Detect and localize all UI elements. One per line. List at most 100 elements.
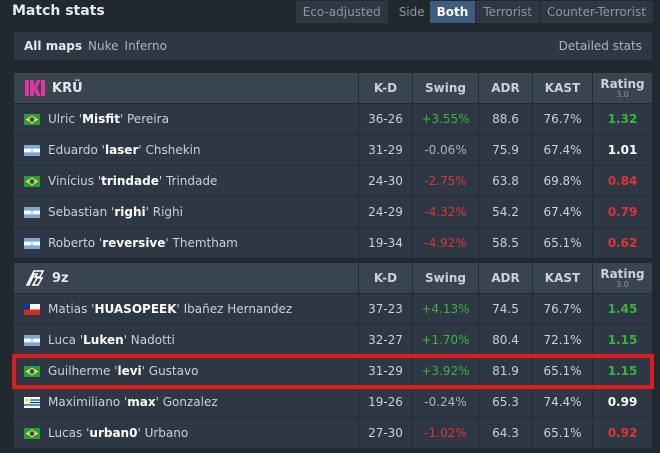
rating-title: Rating: [600, 266, 645, 281]
rating-version: 3.0: [616, 89, 629, 99]
header-row: KRÜ K-D Swing ADR KAST Rating 3.0: [14, 73, 652, 104]
swing: +3.55%: [412, 104, 478, 134]
player-nick: reversive: [102, 236, 166, 250]
flag: [24, 365, 40, 377]
player-name[interactable]: Sebastian 'righi' Righi: [48, 205, 183, 219]
player-name[interactable]: Vinícius 'trindade' Trindade: [48, 174, 217, 188]
side-button[interactable]: Terrorist: [476, 1, 540, 23]
player-name[interactable]: Luca 'Luken' Nadotti: [48, 333, 175, 347]
rating: 0.84: [592, 166, 652, 196]
player-nick: laser: [104, 143, 139, 157]
player-first-name: Matias ': [48, 302, 95, 316]
side-label: Side: [398, 5, 425, 19]
player-name[interactable]: Roberto 'reversive' Themtham: [48, 236, 238, 250]
rating: 0.92: [592, 418, 652, 448]
kast: 69.8%: [532, 166, 592, 196]
team-name[interactable]: KRÜ: [52, 80, 83, 96]
player-name[interactable]: Ulric 'Misfit' Pereira: [48, 112, 169, 126]
rating: 1.32: [592, 104, 652, 134]
kast: 76.7%: [532, 294, 592, 324]
player-first-name: Sebastian ': [48, 205, 115, 219]
player-row: Matias 'HUASOPEEK' Ibañez Hernandez 37-23…: [14, 294, 652, 325]
team-logo: [25, 80, 45, 96]
adr: 74.5: [478, 294, 532, 324]
player-cell: Maximiliano 'max' Gonzalez: [14, 387, 358, 417]
kd: 31-29: [358, 356, 412, 386]
team-table: KRÜ K-D Swing ADR KAST Rating 3.0 Ulric 'Misfit…: [14, 73, 652, 259]
kast: 74.4%: [532, 387, 592, 417]
map-filter[interactable]: Nuke: [88, 39, 119, 53]
header-row: 9z K-D Swing ADR KAST Rating 3.0: [14, 263, 652, 294]
column-header: ADR: [478, 263, 532, 293]
column-header: Swing: [412, 73, 478, 103]
column-header: Swing: [412, 263, 478, 293]
kast: 67.4%: [532, 135, 592, 165]
player-last-name: ' Trindade: [158, 174, 218, 188]
player-last-name: ' Urbano: [137, 426, 189, 440]
eco-adjusted-button[interactable]: Eco-adjusted: [295, 1, 389, 23]
flag: [24, 237, 40, 249]
detailed-stats-link[interactable]: Detailed stats: [558, 39, 642, 53]
player-name[interactable]: Maximiliano 'max' Gonzalez: [48, 395, 218, 409]
flag: [24, 144, 40, 156]
player-row: Eduardo 'laser' Chshekin 31-29 -0.06% 75.9 6…: [14, 135, 652, 166]
player-first-name: Luca ': [48, 333, 84, 347]
kast: 67.4%: [532, 197, 592, 227]
rating: 1.45: [592, 294, 652, 324]
player-nick: Luken: [83, 333, 124, 347]
kd: 36-26: [358, 104, 412, 134]
adr: 54.2: [478, 197, 532, 227]
player-name[interactable]: Guilherme 'levi' Gustavo: [48, 364, 198, 378]
side-button[interactable]: Counter-Terrorist: [539, 1, 654, 23]
swing: -1.02%: [412, 418, 478, 448]
kd: 19-26: [358, 387, 412, 417]
player-row: Roberto 'reversive' Themtham 19-34 -4.92% 5…: [14, 228, 652, 259]
player-cell: Sebastian 'righi' Righi: [14, 197, 358, 227]
kast: 72.1%: [532, 325, 592, 355]
swing: +4.13%: [412, 294, 478, 324]
swing: +3.92%: [412, 356, 478, 386]
player-nick: trindade: [101, 174, 159, 188]
swing: +1.70%: [412, 325, 478, 355]
rating-version: 3.0: [616, 279, 629, 289]
player-first-name: Lucas ': [48, 426, 90, 440]
flag: [24, 334, 40, 346]
map-filter[interactable]: Inferno: [124, 39, 167, 53]
player-last-name: ' Pereira: [119, 112, 169, 126]
player-name[interactable]: Eduardo 'laser' Chshekin: [48, 143, 201, 157]
player-cell: Lucas 'urban0' Urbano: [14, 418, 358, 448]
player-first-name: Roberto ': [48, 236, 103, 250]
player-last-name: ' Ibañez Hernandez: [176, 302, 293, 316]
swing: -0.24%: [412, 387, 478, 417]
player-last-name: ' Gustavo: [141, 364, 199, 378]
swing: -2.75%: [412, 166, 478, 196]
player-row: Maximiliano 'max' Gonzalez 19-26 -0.24% 65.…: [14, 387, 652, 418]
filters: Eco-adjusted Side Both Terrorist Counter-Ter…: [295, 0, 654, 24]
adr: 75.9: [478, 135, 532, 165]
player-last-name: ' Righi: [145, 205, 183, 219]
swing: -4.92%: [412, 228, 478, 258]
player-nick: max: [127, 395, 156, 409]
column-header: KAST: [532, 263, 592, 293]
kd: 32-27: [358, 325, 412, 355]
side-button[interactable]: Both: [429, 1, 477, 23]
column-header: K-D: [358, 263, 412, 293]
flag: [24, 206, 40, 218]
player-row: Luca 'Luken' Nadotti 32-27 +1.70% 80.4 72.1%…: [14, 325, 652, 356]
team-table: 9z K-D Swing ADR KAST Rating 3.0 Matias 'HUASOP…: [12, 263, 654, 449]
player-first-name: Eduardo ': [48, 143, 105, 157]
team-logo: [25, 270, 45, 286]
player-first-name: Maximiliano ': [48, 395, 128, 409]
adr: 65.3: [478, 387, 532, 417]
kd: 24-29: [358, 197, 412, 227]
player-nick: HUASOPEEK: [94, 302, 177, 316]
player-row: Guilherme 'levi' Gustavo 31-29 +3.92% 81.9 6…: [12, 354, 654, 389]
rating: 0.99: [592, 387, 652, 417]
player-name[interactable]: Matias 'HUASOPEEK' Ibañez Hernandez: [48, 302, 292, 316]
team-cell: 9z: [14, 263, 358, 293]
team-name[interactable]: 9z: [52, 270, 69, 286]
rating: 1.15: [592, 356, 652, 386]
player-name[interactable]: Lucas 'urban0' Urbano: [48, 426, 188, 440]
team-cell: KRÜ: [14, 73, 358, 103]
map-filter[interactable]: All maps: [24, 39, 83, 53]
